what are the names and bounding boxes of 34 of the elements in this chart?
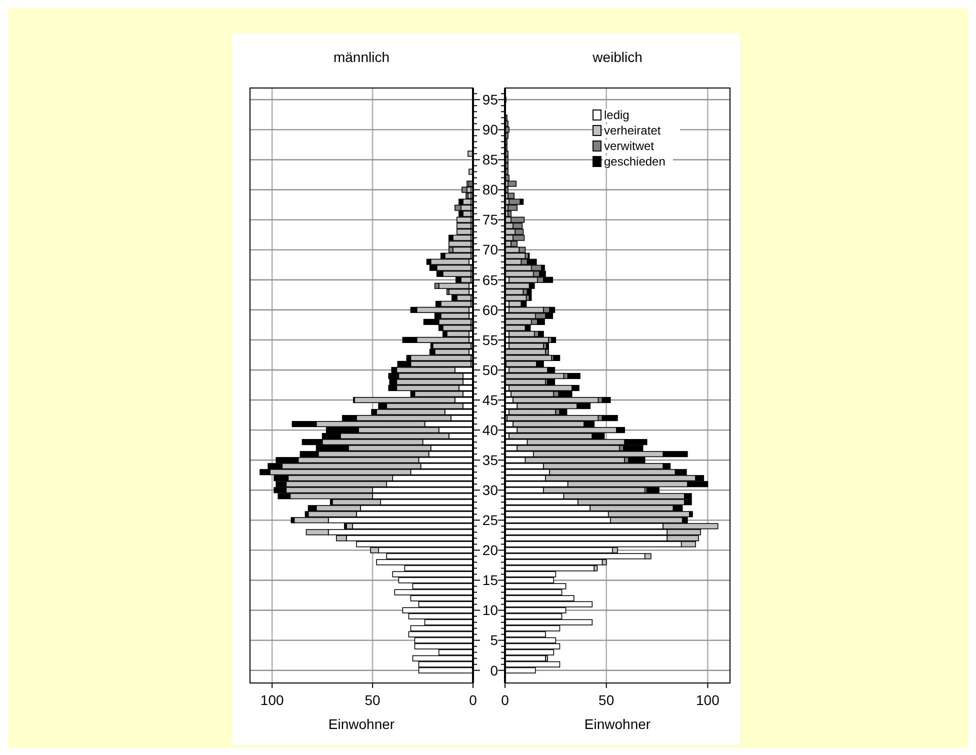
y-tick-label: 45	[482, 392, 498, 408]
y-tick-label: 10	[482, 602, 498, 618]
y-tick-label: 35	[482, 452, 498, 468]
legend-label: verheiratet	[604, 124, 662, 138]
y-tick-label: 30	[482, 482, 498, 498]
y-tick-label: 65	[482, 272, 498, 288]
x-axis-title: Einwohner	[328, 716, 395, 732]
x-tick-label: 50	[598, 692, 614, 708]
y-tick-label: 70	[482, 242, 498, 258]
x-tick-label: 100	[260, 692, 284, 708]
y-tick-label: 5	[490, 632, 498, 648]
y-tick-label: 15	[482, 572, 498, 588]
y-tick-label: 55	[482, 332, 498, 348]
y-tick-label: 20	[482, 542, 498, 558]
y-tick-label: 95	[482, 92, 498, 108]
x-tick-label: 0	[469, 692, 478, 708]
legend-label: geschieden	[604, 154, 666, 168]
y-tick-label: 25	[482, 512, 498, 528]
x-tick-label: 50	[364, 692, 381, 708]
legend-label: ledig	[604, 108, 630, 122]
y-tick-label: 40	[482, 422, 498, 438]
chart-title: männlich	[333, 49, 390, 65]
y-tick-label: 60	[482, 302, 498, 318]
y-tick-label: 50	[482, 362, 498, 378]
y-tick-label: 80	[482, 182, 498, 198]
y-tick-label: 90	[482, 122, 498, 138]
chart-title: weiblich	[592, 49, 642, 65]
y-tick-label: 0	[490, 662, 498, 678]
x-axis-title: Einwohner	[584, 716, 651, 732]
y-tick-label: 85	[482, 152, 498, 168]
y-tick-label: 75	[482, 212, 498, 228]
x-tick-label: 100	[696, 692, 720, 708]
legend-label: verwitwet	[604, 139, 655, 153]
x-tick-label: 0	[501, 692, 510, 708]
